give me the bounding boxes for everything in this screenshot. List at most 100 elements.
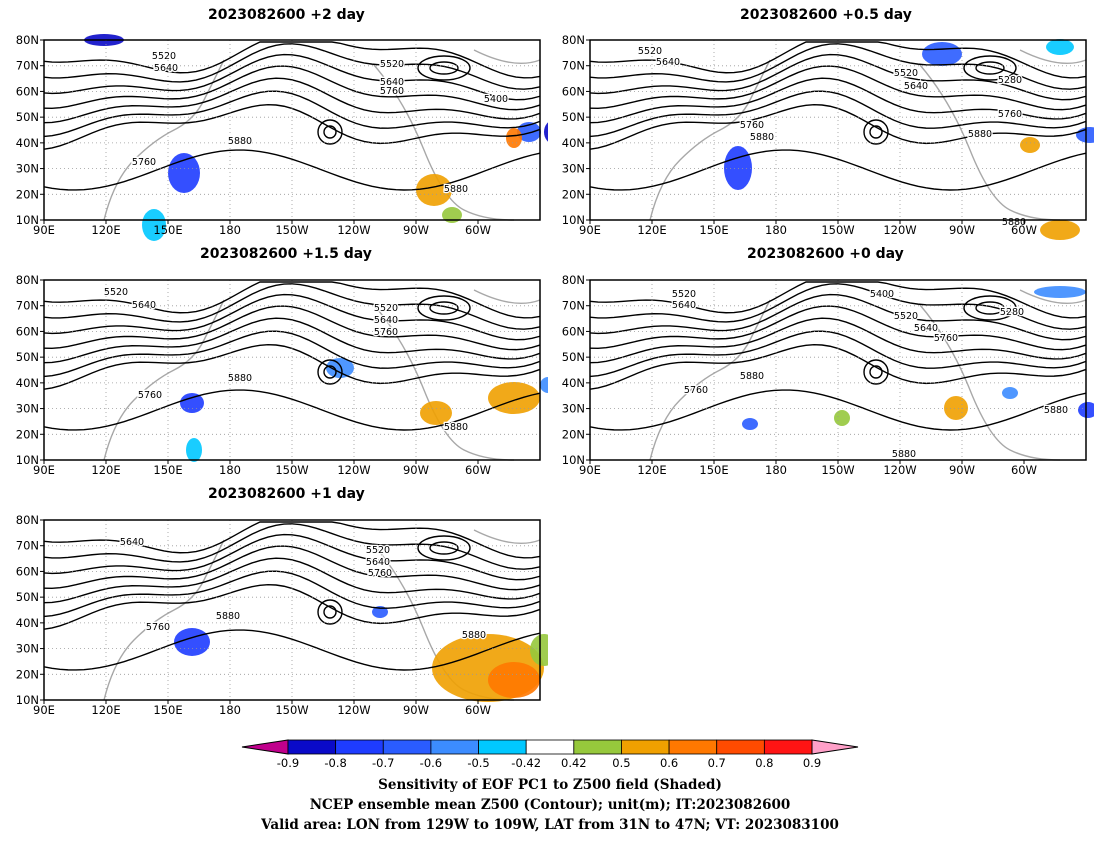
lon-label: 120W: [337, 703, 370, 717]
sensitivity-shading: [180, 393, 204, 413]
sensitivity-shading: [1002, 387, 1018, 399]
coastline: [103, 299, 225, 461]
coastline: [1019, 289, 1087, 305]
colorbar-tick-label: 0.9: [803, 756, 821, 770]
contour-label: 5760: [998, 109, 1022, 120]
colorbar-tick-label: -0.9: [277, 756, 299, 770]
contour-label: 5520: [104, 287, 128, 298]
lat-label: 80N: [562, 273, 585, 287]
contour-label: 5760: [132, 157, 156, 168]
lat-label: 20N: [16, 667, 39, 681]
contour-label: 5520: [672, 289, 696, 300]
contour-label: 5760: [684, 385, 708, 396]
lon-label: 120E: [91, 703, 120, 717]
lon-label: 90W: [403, 703, 429, 717]
contour-low: [323, 605, 337, 619]
lon-label: 120E: [91, 463, 120, 477]
contour-label: 5640: [914, 323, 938, 334]
sensitivity-shading: [1020, 137, 1040, 153]
contour-label: 5880: [228, 373, 252, 384]
contour-label: 5520: [366, 545, 390, 556]
contour-line: [589, 389, 1087, 431]
contour-line: [43, 53, 541, 101]
contour-line: [589, 330, 1087, 378]
lon-label: 150W: [821, 223, 854, 237]
lat-label: 40N: [562, 136, 585, 150]
contour-low: [323, 365, 337, 379]
colorbar-segment: [621, 739, 670, 755]
sensitivity-shading: [724, 146, 752, 190]
lat-label: 80N: [16, 513, 39, 527]
lon-label: 90W: [403, 223, 429, 237]
contour-line: [43, 149, 541, 191]
lon-label: 150E: [153, 463, 182, 477]
colorbar-segment: [430, 739, 479, 755]
contour-label: 5760: [138, 390, 162, 401]
contour-label: 5880: [892, 449, 916, 460]
panel-title-plus0: 2023082600 +0 day: [747, 246, 904, 262]
contour-low: [417, 295, 471, 321]
contour-label: 5760: [934, 333, 958, 344]
lon-label: 150E: [699, 223, 728, 237]
coastline: [649, 299, 771, 461]
lon-label: 180: [219, 703, 241, 717]
sensitivity-shading: [488, 382, 540, 414]
contour-label: 5880: [1002, 217, 1026, 228]
sensitivity-shading: [530, 634, 548, 666]
lon-label: 150W: [821, 463, 854, 477]
contour-label: 5640: [374, 315, 398, 326]
colorbar-arrow-right: [811, 739, 859, 755]
lat-label: 40N: [16, 136, 39, 150]
colorbar-segment: [287, 739, 337, 755]
contour-label: 5520: [894, 311, 918, 322]
contour-line: [43, 305, 541, 351]
colorbar-tick-label: -0.42: [511, 756, 541, 770]
colorbar-tick-label: 0.8: [755, 756, 773, 770]
lat-label: 10N: [16, 693, 39, 707]
sensitivity-shading: [540, 377, 548, 393]
lat-label: 30N: [16, 402, 39, 416]
lon-label: 60W: [1011, 223, 1037, 237]
lon-label: 120W: [883, 223, 916, 237]
contour-label: 5520: [380, 59, 404, 70]
contour-label: 5760: [368, 568, 392, 579]
colorbar-tick-label: -0.6: [420, 756, 442, 770]
contour-line: [43, 41, 541, 79]
colorbar-segment: [668, 739, 718, 755]
lat-label: 70N: [16, 539, 39, 553]
contour-low: [317, 359, 343, 385]
colorbar-segment: [335, 739, 384, 755]
contour-low: [975, 301, 1005, 315]
contour-low: [869, 365, 883, 379]
contour-line: [43, 629, 541, 671]
colorbar-tick-label: 0.42: [561, 756, 587, 770]
contour-line: [43, 77, 541, 124]
colorbar-segment: [573, 739, 622, 755]
lon-label: 150W: [275, 223, 308, 237]
contour-line: [589, 317, 1087, 364]
contour-label: 5280: [1000, 307, 1024, 318]
lat-label: 80N: [16, 273, 39, 287]
lon-label: 90E: [579, 223, 601, 237]
contour-low: [963, 55, 1017, 81]
contour-low: [869, 125, 883, 139]
sensitivity-shading: [506, 128, 522, 148]
lon-label: 60W: [465, 703, 491, 717]
contour-line: [43, 521, 541, 559]
colorbar-arrow-left: [241, 739, 289, 755]
contour-label: 5760: [740, 120, 764, 131]
colorbar-tick-label: 0.7: [708, 756, 726, 770]
contour-label: 5880: [216, 611, 240, 622]
lat-label: 30N: [562, 402, 585, 416]
footer-line-1: Sensitivity of EOF PC1 to Z500 field (Sh…: [378, 777, 722, 793]
contour-line: [589, 53, 1087, 101]
lon-label: 90W: [949, 463, 975, 477]
contour-label: 5880: [1044, 405, 1068, 416]
contour-low: [429, 301, 459, 315]
colorbar: -0.9 -0.8 -0.7 -0.6 -0.5 -0.42 0.42 0.5 0.6 0.7 0.…: [241, 739, 859, 770]
footer-line-3: Valid area: LON from 129W to 109W, LAT f…: [261, 817, 839, 833]
colorbar-segment: [382, 739, 432, 755]
footer-line-2: NCEP ensemble mean Z500 (Contour); unit(…: [309, 797, 791, 813]
contour-low: [317, 599, 343, 625]
